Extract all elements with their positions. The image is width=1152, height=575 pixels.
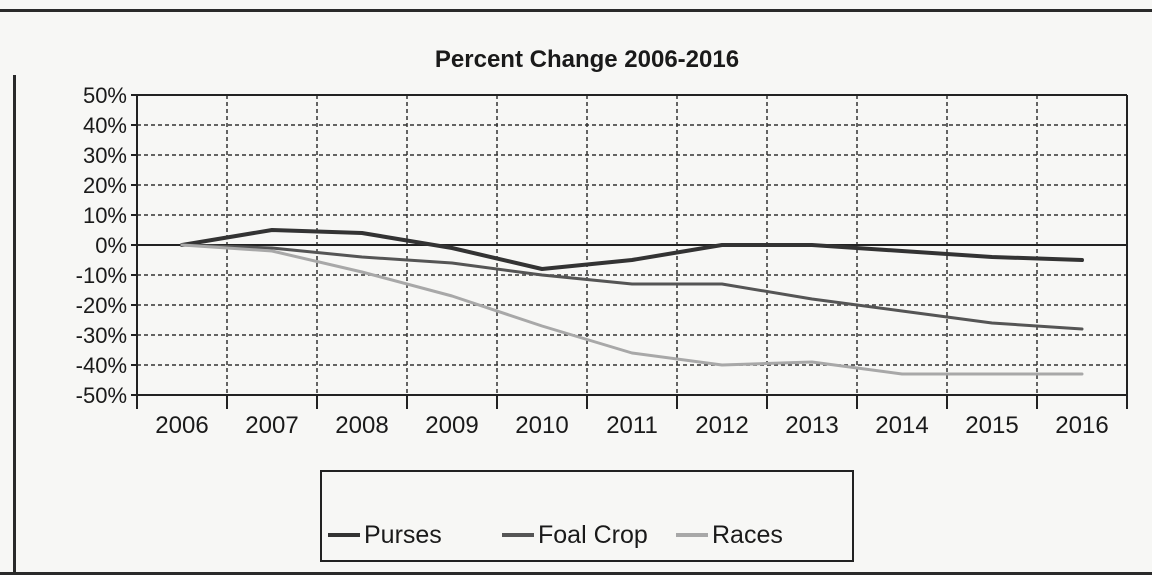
legend-item-foal-crop: Foal Crop [502, 520, 648, 550]
legend-label-races: Races [712, 520, 783, 549]
y-tick-label: 20% [83, 173, 127, 198]
x-tick-label: 2008 [335, 412, 388, 439]
x-tick-label: 2011 [606, 412, 658, 439]
legend-swatch-purses [328, 533, 360, 537]
series-line-races [180, 243, 1084, 376]
x-tick-label: 2006 [155, 412, 208, 439]
x-tick-label: 2010 [515, 412, 568, 439]
x-tick-label: 2009 [425, 412, 478, 439]
x-tick-label: 2007 [245, 412, 298, 439]
x-tick-label: 2016 [1055, 412, 1108, 439]
y-tick-label: -20% [76, 293, 127, 318]
legend-label-purses: Purses [364, 520, 442, 549]
legend-item-purses: Purses [328, 520, 442, 550]
y-tick-label: 30% [83, 143, 127, 168]
y-tick-label: -40% [76, 353, 127, 378]
y-tick-label: -50% [76, 383, 127, 408]
legend-label-foal-crop: Foal Crop [538, 520, 648, 549]
x-tick-label: 2013 [785, 412, 838, 439]
frame-top-border [0, 9, 1152, 12]
legend: Purses Foal Crop Races [320, 470, 854, 562]
chart-canvas: Percent Change 2006-2016 50% 40% 30% 20% 10%… [76, 46, 1128, 439]
x-tick-label: 2012 [695, 412, 748, 439]
series-layer [180, 228, 1084, 376]
series-line-purses [180, 228, 1084, 271]
legend-swatch-foal-crop [502, 533, 534, 537]
axis-layer [131, 94, 1128, 409]
y-tick-label: 0% [95, 233, 127, 258]
y-tick-labels: 50% 40% 30% 20% 10% 0% -10% -20% -30% -40% -50% [76, 83, 127, 408]
x-tick-labels: 2006 2007 2008 2009 2010 2011 2012 2013 2014 2015… [155, 412, 1108, 439]
chart-title: Percent Change 2006-2016 [435, 46, 739, 73]
x-tick-label: 2015 [965, 412, 1018, 439]
series-line-foal-crop [180, 243, 1084, 331]
y-tick-label: 50% [83, 83, 127, 108]
frame-left-border [13, 75, 16, 575]
frame-bottom-border [0, 572, 1152, 575]
legend-swatch-races [676, 533, 708, 537]
legend-item-races: Races [676, 520, 783, 550]
y-tick-label: -30% [76, 323, 127, 348]
y-tick-label: -10% [76, 263, 127, 288]
y-tick-label: 40% [83, 113, 127, 138]
y-tick-label: 10% [83, 203, 127, 228]
x-tick-label: 2014 [875, 412, 928, 439]
